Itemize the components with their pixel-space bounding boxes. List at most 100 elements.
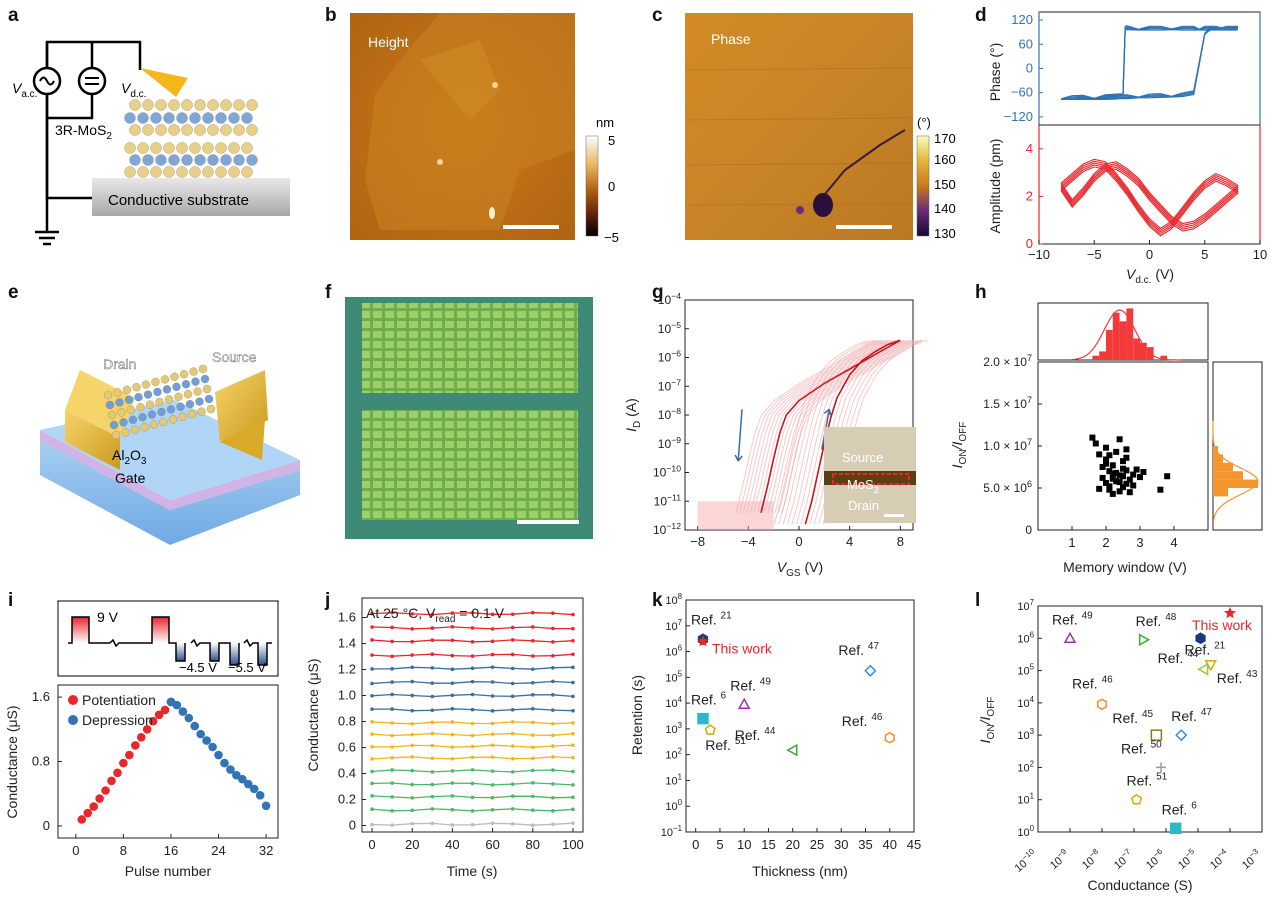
tick-label: 4 (846, 534, 853, 549)
data-point (370, 653, 374, 657)
data-point (430, 652, 435, 656)
tick-exp: −10 (666, 464, 681, 474)
height-cbar-tick: 5 (608, 133, 615, 148)
phase-label: Phase (711, 31, 751, 47)
atom (137, 112, 149, 124)
data-point (470, 768, 475, 772)
data-point (370, 681, 374, 686)
data-point-depression (214, 750, 223, 760)
data-point-depression (184, 713, 194, 723)
data-point (410, 768, 415, 773)
atom (183, 390, 193, 399)
scatter-point (1109, 462, 1116, 469)
histogram-bar (1126, 308, 1134, 360)
material-label: 3R-MoS2 (55, 122, 112, 142)
data-point (410, 653, 415, 657)
marker-ref-46 (1096, 698, 1108, 711)
data-point (390, 768, 394, 772)
tick-base: 10 (658, 408, 672, 422)
tick-label: 60 (485, 837, 499, 852)
data-point (470, 679, 475, 684)
tick-label: 105 (665, 669, 682, 684)
scatter-point (1164, 473, 1171, 480)
data-point-depression (178, 707, 188, 716)
tick-exp: 1 (678, 772, 683, 781)
xl-sub: GS (786, 568, 801, 579)
data-point (370, 781, 374, 786)
phase-loop (1061, 27, 1238, 100)
data-point (470, 721, 475, 726)
atom (204, 394, 214, 404)
atom (142, 124, 154, 136)
data-point (470, 626, 475, 630)
yl-sub2: OFF (986, 697, 997, 717)
tick-label: −5 (1087, 247, 1102, 262)
tick-label: 0 (349, 818, 356, 833)
x-axis-label: Pulse number (125, 863, 212, 879)
atom (143, 390, 153, 399)
atom (194, 154, 206, 166)
tick-label: 10−1 (661, 824, 683, 839)
panel-e-device-schematic: Drain Source Al2O3 Gate (40, 349, 300, 545)
data-point (450, 720, 455, 724)
atom (246, 99, 258, 111)
data-point (551, 665, 555, 670)
data-point (390, 610, 394, 615)
data-point (530, 823, 535, 828)
data-point-potentiation (160, 705, 170, 715)
data-point (430, 626, 435, 630)
data-point-potentiation (101, 786, 110, 795)
atom (228, 142, 240, 154)
tick-exp: 6 (678, 644, 683, 653)
marker-ref-47 (1175, 729, 1188, 742)
phase-cbar-tick: 140 (934, 201, 956, 216)
tick-exp: 4 (1030, 695, 1035, 704)
marker-this-work (1223, 606, 1237, 619)
tick-label: 101 (1017, 792, 1034, 807)
median-curve-forward (804, 339, 901, 525)
atom (115, 398, 124, 407)
device-curve (781, 339, 922, 513)
atom (150, 112, 162, 124)
tick-label: 40 (445, 837, 459, 852)
tick-base: 10 (1017, 666, 1029, 678)
xl-sub: d.c. (1135, 275, 1151, 286)
tick-base: 10 (658, 379, 672, 393)
tick-label: 8 (897, 534, 904, 549)
atom (246, 154, 258, 166)
histogram-bar (1133, 338, 1140, 360)
lbl-ref: 21 (1214, 640, 1226, 651)
tick-label: 100 (1017, 824, 1034, 839)
data-point (390, 666, 394, 671)
data-point (450, 693, 455, 698)
tick-label: 5.0 × 106 (983, 479, 1032, 495)
data-point (571, 731, 575, 736)
point-label: Ref. 6 (1162, 800, 1198, 817)
atom (176, 166, 188, 178)
tick-label: −8 (690, 534, 705, 549)
scatter-point (1130, 471, 1137, 478)
scatter-point (1089, 434, 1096, 441)
data-point (510, 822, 515, 826)
tick-label: 4 (1170, 535, 1177, 550)
tick-label: 106 (665, 644, 682, 659)
data-point (490, 639, 495, 644)
data-point (571, 665, 575, 670)
atom (129, 124, 141, 136)
data-point (490, 808, 495, 812)
data-point (370, 794, 374, 798)
data-point (551, 640, 555, 644)
tick-label: 2.0 × 107 (983, 353, 1032, 369)
scatter-point (1106, 468, 1113, 475)
atom (207, 99, 219, 111)
tick-exp: 3 (1030, 727, 1035, 736)
data-point (571, 638, 575, 643)
x-axis-label: Thickness (nm) (752, 863, 848, 879)
title-end: = 0.1 V (455, 605, 504, 621)
data-point (450, 681, 455, 686)
data-point (551, 679, 555, 684)
atom (187, 410, 197, 419)
data-point (490, 755, 495, 759)
data-point (430, 770, 435, 774)
data-point (490, 612, 495, 617)
